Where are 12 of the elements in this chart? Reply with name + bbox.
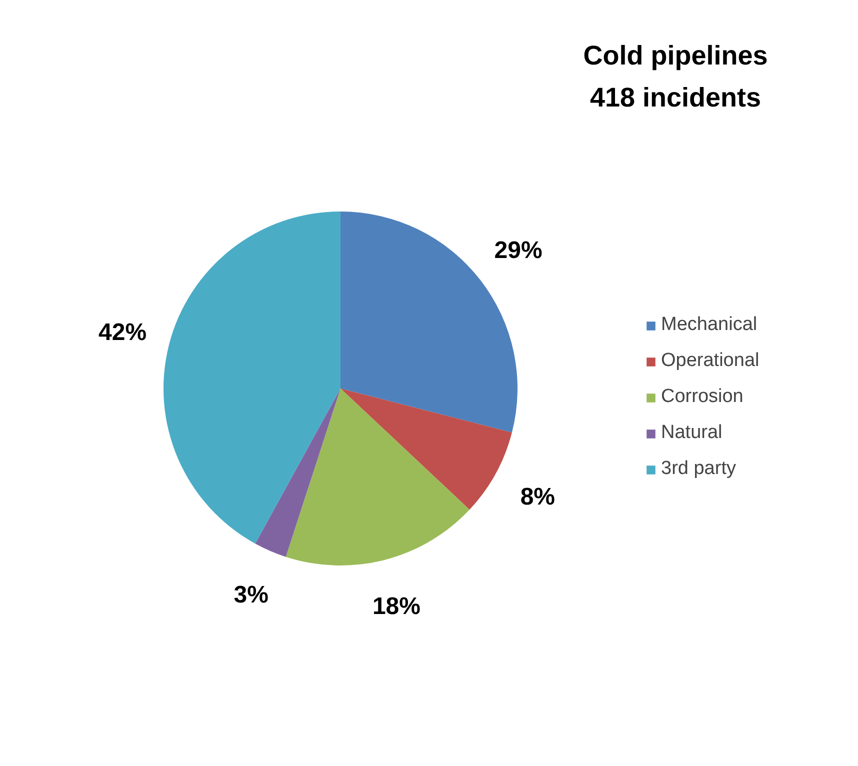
data-label: 18%	[372, 592, 420, 620]
legend-label: Mechanical	[661, 314, 758, 336]
data-label: 42%	[98, 319, 147, 346]
legend-label: Operational	[661, 350, 760, 372]
chart-subtitle: 418 incidents	[590, 82, 762, 112]
legend-label: 3rd party	[661, 458, 736, 480]
data-label: 29%	[494, 237, 542, 264]
chart-title: Cold pipelines	[583, 40, 768, 70]
legend-label: Corrosion	[661, 386, 744, 408]
legend-label: Natural	[661, 422, 722, 444]
data-label: 8%	[520, 483, 556, 510]
data-label: 3%	[234, 581, 268, 608]
